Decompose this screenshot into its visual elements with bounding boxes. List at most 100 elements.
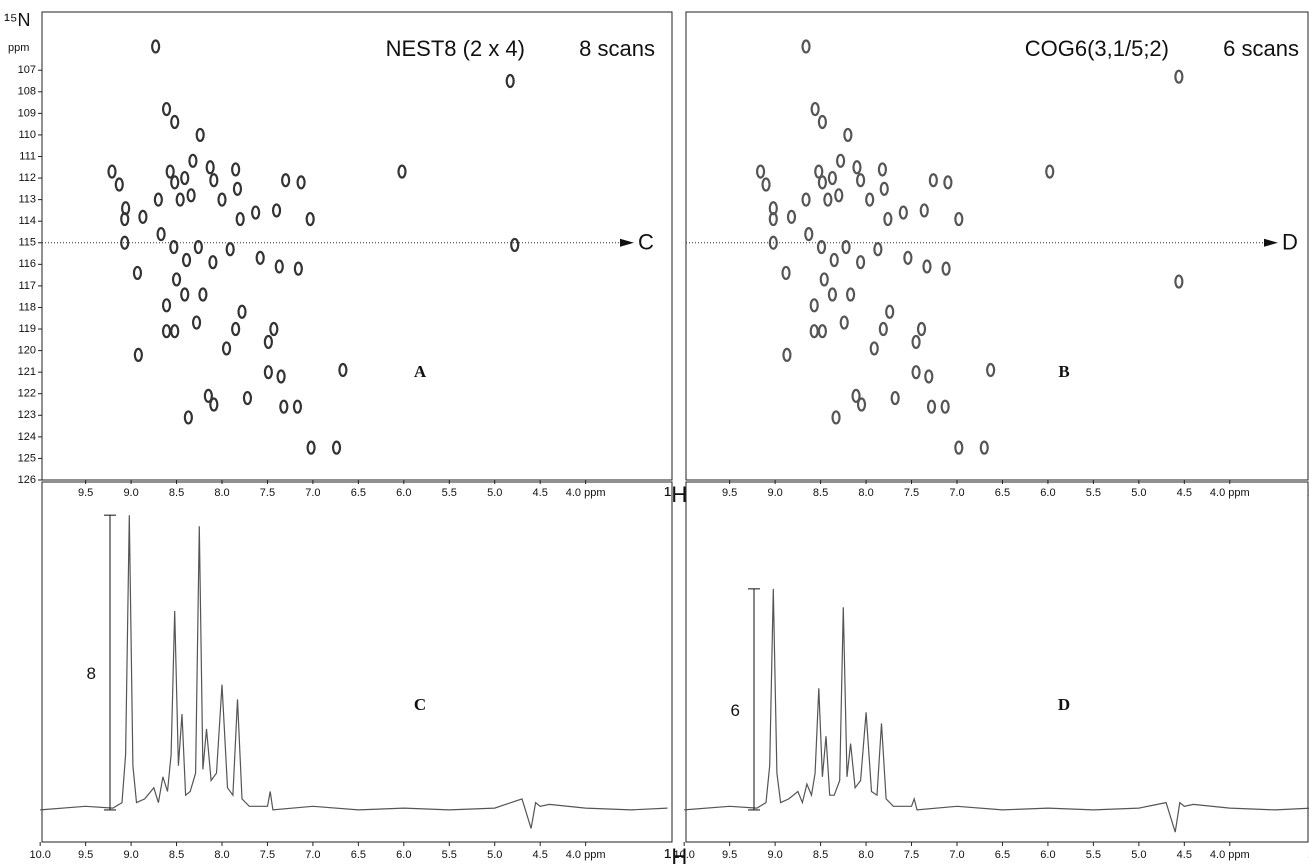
peak	[829, 252, 839, 268]
x-tick-label: 9.5	[722, 849, 737, 861]
peak	[274, 259, 284, 274]
peak	[186, 188, 196, 203]
peak	[225, 242, 235, 257]
peak	[133, 347, 143, 363]
x-tick-label: 6.5	[351, 849, 366, 861]
peak	[235, 211, 245, 227]
y-axis-label: ¹⁵N	[4, 10, 30, 30]
peak	[810, 101, 820, 117]
y-tick-label: 118	[18, 301, 36, 313]
x-axis-label: ¹H	[664, 482, 687, 507]
y-tick-label: 120	[18, 345, 36, 357]
peak	[242, 390, 253, 406]
x-tick-label: 8.0	[858, 487, 873, 499]
peak	[292, 399, 303, 414]
spectrum-line	[40, 515, 668, 829]
x-tick-label: 6.0	[1040, 849, 1055, 861]
peak	[161, 324, 172, 339]
peak	[817, 114, 828, 130]
peak	[926, 399, 937, 414]
y-tick-label: 122	[18, 388, 36, 400]
peak	[305, 211, 315, 227]
peak	[331, 440, 342, 455]
peak	[768, 201, 778, 216]
peak	[814, 164, 824, 179]
peak	[156, 227, 166, 242]
peak	[781, 265, 791, 281]
x-tick-label: 6.0	[1040, 487, 1055, 499]
peak	[161, 298, 172, 313]
peak	[251, 205, 261, 220]
x-axis-label: ¹H	[664, 844, 687, 864]
x-tick-label: 8.0	[214, 487, 229, 499]
x-tick-label: 4.0 ppm	[1210, 849, 1250, 861]
peak	[269, 321, 279, 337]
peak	[924, 369, 934, 384]
peak	[170, 114, 180, 130]
x-tick-label: 4.0 ppm	[1210, 487, 1250, 499]
y-tick-label: 111	[19, 150, 36, 162]
peak	[809, 324, 819, 339]
peak	[161, 101, 172, 117]
plot-frame	[41, 481, 673, 843]
peak	[1174, 274, 1184, 289]
y-tick-label: 114	[18, 215, 36, 227]
peak	[903, 250, 913, 265]
y-tick-label: 121	[18, 366, 36, 378]
peak	[823, 192, 833, 207]
peak	[755, 164, 766, 179]
x-tick-label: 7.5	[904, 487, 919, 499]
peak	[181, 252, 192, 268]
panel-label: B	[1058, 362, 1069, 381]
x-tick-label: 9.0	[123, 487, 138, 499]
peak	[855, 173, 866, 188]
peak	[281, 173, 291, 188]
peak	[237, 304, 247, 319]
x-tick-label: 8.5	[169, 849, 184, 861]
peak	[831, 410, 841, 425]
peak	[170, 324, 180, 339]
peak	[835, 153, 846, 168]
peak	[851, 388, 861, 403]
x-tick-label: 5.0	[1131, 849, 1146, 861]
x-tick-label: 9.5	[78, 487, 93, 499]
peak	[306, 440, 316, 455]
peak	[120, 211, 130, 227]
peak	[263, 334, 273, 350]
peak	[845, 287, 856, 302]
panel-label: A	[414, 362, 427, 381]
peak	[916, 321, 927, 337]
peak	[841, 239, 851, 255]
x-tick-label: 7.5	[260, 849, 275, 861]
peak	[114, 177, 124, 192]
x-tick-label: 4.5	[533, 849, 548, 861]
peak	[209, 173, 219, 188]
panel-subtitle: 6 scans	[1223, 36, 1299, 61]
peak	[898, 205, 908, 220]
y-tick-label: 115	[18, 237, 36, 249]
peak	[338, 362, 348, 378]
peak	[786, 209, 797, 224]
panel-label: D	[1058, 695, 1070, 714]
peak	[839, 315, 849, 330]
peak	[1045, 164, 1055, 179]
x-tick-label: 4.5	[533, 487, 548, 499]
peak	[817, 175, 828, 190]
x-tick-label: 8.0	[214, 849, 229, 861]
peak	[761, 177, 771, 192]
peak	[885, 304, 895, 319]
slice-arrowhead	[1264, 238, 1278, 247]
peak	[943, 175, 953, 190]
peak	[132, 265, 143, 281]
peak	[878, 321, 888, 337]
peak	[879, 181, 889, 196]
peak	[817, 324, 828, 339]
y-tick-label: 113	[18, 194, 36, 206]
peak	[877, 162, 888, 177]
peak	[276, 369, 286, 384]
scale-bar-label: 8	[87, 664, 96, 683]
x-tick-label: 4.0 ppm	[566, 849, 606, 861]
x-tick-label: 7.5	[260, 487, 275, 499]
x-tick-label: 4.5	[1177, 849, 1192, 861]
